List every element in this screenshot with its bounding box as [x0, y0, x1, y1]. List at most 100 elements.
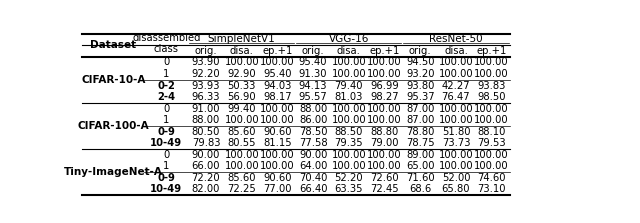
Text: 89.00: 89.00: [406, 150, 435, 160]
Text: 94.50: 94.50: [406, 58, 435, 67]
Text: 92.20: 92.20: [191, 69, 220, 79]
Text: ep.+1: ep.+1: [262, 46, 292, 56]
Text: 77.00: 77.00: [263, 184, 292, 194]
Text: 66.40: 66.40: [299, 184, 328, 194]
Text: 65.00: 65.00: [406, 161, 435, 171]
Text: 98.50: 98.50: [477, 92, 506, 102]
Text: 42.27: 42.27: [442, 81, 470, 91]
Text: 100.00: 100.00: [367, 150, 402, 160]
Text: 0-9: 0-9: [157, 127, 175, 137]
Text: 72.25: 72.25: [227, 184, 256, 194]
Text: 87.00: 87.00: [406, 103, 435, 114]
Text: 94.13: 94.13: [299, 81, 328, 91]
Text: 73.73: 73.73: [442, 138, 470, 148]
Text: 1: 1: [163, 69, 170, 79]
Text: 77.58: 77.58: [299, 138, 328, 148]
Text: disa.: disa.: [230, 46, 253, 56]
Text: orig.: orig.: [302, 46, 324, 56]
Text: ep.+1: ep.+1: [369, 46, 400, 56]
Text: 91.30: 91.30: [299, 69, 328, 79]
Text: 100.00: 100.00: [225, 161, 259, 171]
Text: 90.60: 90.60: [263, 127, 292, 137]
Text: 100.00: 100.00: [367, 115, 402, 125]
Text: disa.: disa.: [444, 46, 468, 56]
Text: 100.00: 100.00: [367, 58, 402, 67]
Text: 90.60: 90.60: [263, 173, 292, 183]
Text: 52.20: 52.20: [335, 173, 363, 183]
Text: 100.00: 100.00: [474, 161, 509, 171]
Text: 98.17: 98.17: [263, 92, 292, 102]
Text: 100.00: 100.00: [438, 58, 474, 67]
Text: 100.00: 100.00: [438, 103, 474, 114]
Text: ResNet-50: ResNet-50: [429, 34, 483, 44]
Text: 79.83: 79.83: [192, 138, 220, 148]
Text: 91.00: 91.00: [192, 103, 220, 114]
Text: 85.60: 85.60: [227, 173, 256, 183]
Text: 96.99: 96.99: [370, 81, 399, 91]
Text: 0-2: 0-2: [157, 81, 175, 91]
Text: 72.20: 72.20: [191, 173, 220, 183]
Text: 78.75: 78.75: [406, 138, 435, 148]
Text: 93.93: 93.93: [192, 81, 220, 91]
Text: 100.00: 100.00: [332, 69, 366, 79]
Text: 93.80: 93.80: [406, 81, 435, 91]
Text: 95.37: 95.37: [406, 92, 435, 102]
Text: 64.00: 64.00: [299, 161, 327, 171]
Text: 2-4: 2-4: [157, 92, 175, 102]
Text: 100.00: 100.00: [332, 115, 366, 125]
Text: 100.00: 100.00: [438, 115, 474, 125]
Text: 56.90: 56.90: [227, 92, 256, 102]
Text: 100.00: 100.00: [474, 69, 509, 79]
Text: 88.00: 88.00: [192, 115, 220, 125]
Text: CIFAR-100-A: CIFAR-100-A: [77, 121, 149, 131]
Text: 10-49: 10-49: [150, 184, 182, 194]
Text: 88.80: 88.80: [371, 127, 399, 137]
Text: 81.03: 81.03: [335, 92, 363, 102]
Text: 93.83: 93.83: [477, 81, 506, 91]
Text: 51.80: 51.80: [442, 127, 470, 137]
Text: ep.+1: ep.+1: [477, 46, 507, 56]
Text: 94.03: 94.03: [263, 81, 292, 91]
Text: 78.80: 78.80: [406, 127, 435, 137]
Text: 100.00: 100.00: [260, 161, 295, 171]
Text: 100.00: 100.00: [474, 103, 509, 114]
Text: 100.00: 100.00: [260, 115, 295, 125]
Text: 100.00: 100.00: [438, 150, 474, 160]
Text: 100.00: 100.00: [260, 103, 295, 114]
Text: VGG-16: VGG-16: [329, 34, 369, 44]
Text: 71.60: 71.60: [406, 173, 435, 183]
Text: class: class: [154, 44, 179, 54]
Text: CIFAR-10-A: CIFAR-10-A: [81, 75, 146, 85]
Text: 63.35: 63.35: [335, 184, 363, 194]
Text: 100.00: 100.00: [332, 103, 366, 114]
Text: 50.33: 50.33: [227, 81, 256, 91]
Text: 100.00: 100.00: [225, 115, 259, 125]
Text: 79.35: 79.35: [335, 138, 363, 148]
Text: 66.00: 66.00: [192, 161, 220, 171]
Text: 76.47: 76.47: [442, 92, 470, 102]
Text: 93.90: 93.90: [192, 58, 220, 67]
Text: 100.00: 100.00: [474, 150, 509, 160]
Text: SimpleNetV1: SimpleNetV1: [208, 34, 276, 44]
Text: 79.40: 79.40: [335, 81, 363, 91]
Text: 82.00: 82.00: [192, 184, 220, 194]
Text: 0: 0: [163, 103, 170, 114]
Text: 81.15: 81.15: [263, 138, 292, 148]
Text: 1: 1: [163, 115, 170, 125]
Text: 88.50: 88.50: [335, 127, 363, 137]
Text: 74.60: 74.60: [477, 173, 506, 183]
Text: 1: 1: [163, 161, 170, 171]
Text: 92.90: 92.90: [227, 69, 256, 79]
Text: 100.00: 100.00: [474, 115, 509, 125]
Text: 79.53: 79.53: [477, 138, 506, 148]
Text: 72.60: 72.60: [370, 173, 399, 183]
Text: 79.00: 79.00: [371, 138, 399, 148]
Text: 70.40: 70.40: [299, 173, 327, 183]
Text: 100.00: 100.00: [332, 161, 366, 171]
Text: 100.00: 100.00: [367, 69, 402, 79]
Text: 100.00: 100.00: [332, 150, 366, 160]
Text: 100.00: 100.00: [260, 58, 295, 67]
Text: Tiny-ImageNet-A: Tiny-ImageNet-A: [64, 167, 163, 177]
Text: 90.00: 90.00: [192, 150, 220, 160]
Text: 100.00: 100.00: [260, 150, 295, 160]
